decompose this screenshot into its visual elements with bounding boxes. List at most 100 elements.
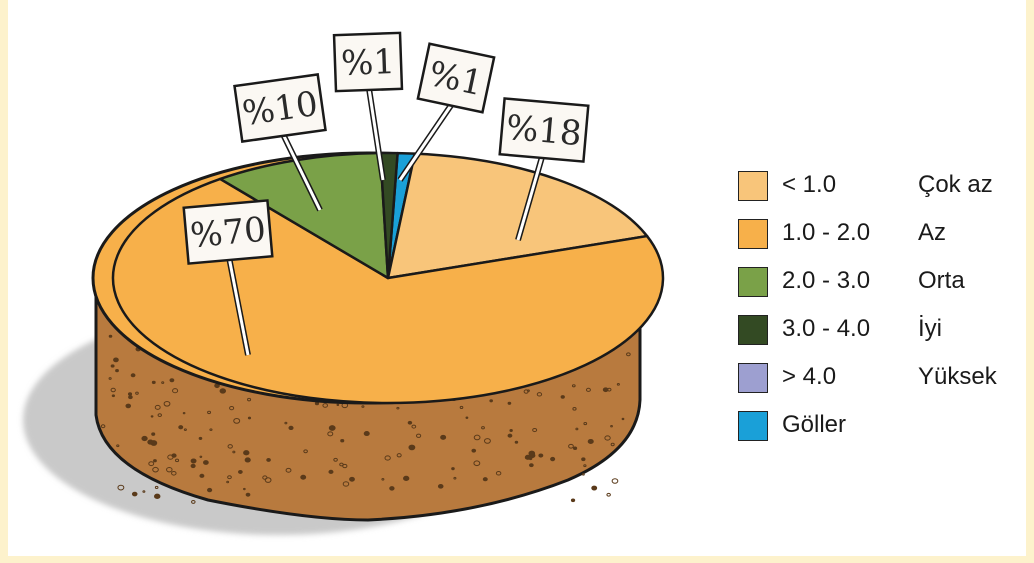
texture-dot [264, 477, 272, 483]
texture-dot [616, 383, 620, 386]
texture-dot [363, 431, 370, 437]
texture-dot [116, 444, 120, 448]
texture-dot [207, 487, 213, 493]
texture-dot [157, 413, 162, 418]
texture-dot [151, 432, 156, 436]
texture-dot [333, 457, 338, 462]
texture-dot [108, 334, 113, 338]
texture-dot [583, 422, 588, 426]
texture-dot [583, 464, 587, 468]
texture-dot [403, 475, 410, 482]
texture-dot [154, 485, 159, 489]
texture-dot [110, 387, 116, 393]
texture-dot [570, 498, 576, 503]
texture-dot [568, 443, 574, 449]
texture-dot [111, 394, 115, 398]
texture-dot [203, 460, 209, 465]
legend-swatch [738, 267, 768, 297]
texture-dot [284, 421, 288, 425]
texture-dot [125, 403, 132, 409]
texture-dot [245, 492, 251, 497]
texture-dot [100, 424, 106, 429]
texture-dot [300, 474, 307, 480]
texture-dot [626, 352, 631, 357]
texture-dot [148, 461, 155, 467]
texture-dot [147, 439, 154, 445]
texture-dot [550, 456, 556, 462]
tag-card [233, 73, 327, 143]
texture-dot [190, 463, 196, 469]
texture-dot [115, 369, 119, 373]
texture-dot [587, 438, 594, 445]
texture-dot [523, 389, 529, 394]
texture-dot [529, 463, 534, 468]
texture-dot [266, 458, 271, 462]
slice-tag: %10 [233, 73, 327, 212]
texture-dot [471, 448, 477, 453]
legend-swatch [738, 315, 768, 345]
texture-dot [611, 478, 619, 484]
texture-dot [538, 453, 544, 458]
texture-dot [150, 415, 154, 418]
texture-dot [575, 427, 579, 431]
pie-chart: %70%10%1 %1%18 [23, 31, 665, 535]
texture-dot [465, 416, 469, 419]
texture-dot [532, 427, 538, 433]
texture-dot [171, 453, 177, 458]
legend-label: İyi [918, 315, 942, 342]
texture-dot [131, 491, 138, 497]
texture-dot [473, 434, 481, 441]
texture-dot [247, 397, 252, 402]
texture-dot [440, 434, 447, 440]
texture-dot [602, 387, 609, 393]
texture-dot [453, 476, 457, 480]
tag-card [498, 97, 590, 163]
texture-dot [238, 470, 243, 474]
legend-range: 1.0 - 2.0 [782, 219, 871, 246]
tag-post-fill [366, 81, 385, 181]
slice-tag: %18 [498, 97, 590, 241]
texture-dot [163, 400, 171, 407]
texture-dot [127, 392, 133, 396]
texture-dot [161, 381, 165, 384]
tag-post-fill [226, 251, 250, 356]
tag-post-fill [398, 97, 458, 181]
texture-dot [349, 476, 355, 482]
legend-swatch [738, 411, 768, 441]
texture-dot [509, 429, 513, 432]
texture-dot [507, 433, 513, 438]
texture-dot [327, 431, 334, 437]
texture-dot [229, 405, 235, 411]
texture-dot [285, 467, 292, 473]
texture-dot [178, 425, 184, 430]
texture-dot [232, 450, 236, 454]
legend-label: Çok az [918, 171, 993, 198]
texture-dot [408, 444, 416, 451]
texture-dot [199, 473, 205, 478]
texture-dot [411, 424, 417, 429]
pie-tags: %70%10%1 %1%18 [182, 31, 590, 356]
texture-dot [172, 388, 179, 394]
texture-dot [288, 425, 294, 431]
legend-swatch [738, 171, 768, 201]
texture-dot [128, 395, 133, 400]
texture-dot [361, 405, 365, 408]
texture-dot [117, 484, 125, 491]
texture-dot [169, 378, 175, 383]
texture-dot [152, 466, 159, 473]
texture-dot [483, 438, 491, 444]
legend-item: Göller [738, 405, 1018, 453]
texture-dot [571, 384, 576, 388]
texture-dot [381, 478, 385, 481]
texture-dot [473, 460, 481, 467]
legend-label: Göller [782, 411, 847, 438]
pie-slices [111, 151, 665, 405]
texture-dot [174, 458, 180, 463]
texture-dot [154, 404, 161, 410]
texture-dot [459, 405, 464, 410]
legend-range: < 1.0 [782, 171, 837, 198]
texture-dot [560, 395, 565, 399]
legend-label: Az [918, 219, 947, 246]
slice-tag: %1 [332, 31, 404, 181]
legend-range: 3.0 - 4.0 [782, 315, 871, 342]
